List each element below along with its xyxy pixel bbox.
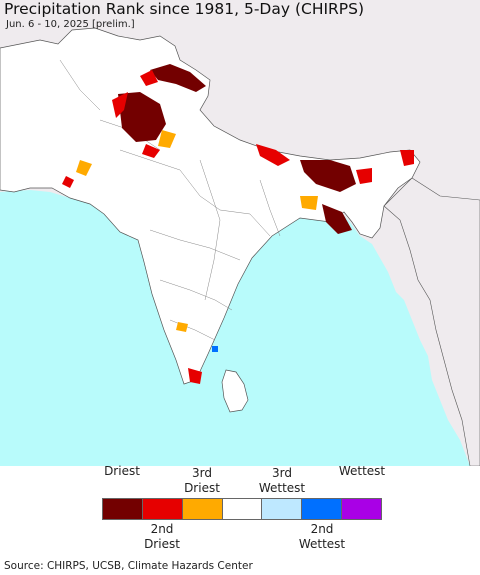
- legend-label-wettest: Wettest: [338, 464, 386, 478]
- legend-swatch-2nd-wettest: [302, 499, 343, 519]
- legend-swatch-wettest: [342, 499, 382, 519]
- legend-swatch-2nd-driest: [142, 499, 183, 519]
- legend-label-driest: Driest: [104, 464, 140, 478]
- map-title: Precipitation Rank since 1981, 5-Day (CH…: [4, 0, 365, 18]
- legend-label-3rd-driest: 3rd Driest: [184, 466, 220, 495]
- legend-label-3rd-wettest: 3rd Wettest: [258, 466, 306, 495]
- sri-lanka: [221, 369, 249, 413]
- source-credit: Source: CHIRPS, UCSB, Climate Hazards Ce…: [4, 560, 253, 572]
- legend-label-2nd-driest: 2nd Driest: [144, 522, 180, 551]
- myanmar-coast: [383, 177, 480, 466]
- legend-swatch-3rd-driest: [182, 499, 223, 519]
- rank-shading: [62, 64, 414, 384]
- precipitation-rank-map: [0, 0, 480, 466]
- map-subtitle: Jun. 6 - 10, 2025 [prelim.]: [6, 19, 135, 30]
- south-asia-land: [0, 27, 421, 385]
- legend-swatch-normal: [222, 499, 263, 519]
- legend-swatch-3rd-wettest: [262, 499, 303, 519]
- legend-label-2nd-wettest: 2nd Wettest: [298, 522, 346, 551]
- legend-swatch-driest: [103, 499, 143, 519]
- legend-color-bar: [102, 498, 382, 520]
